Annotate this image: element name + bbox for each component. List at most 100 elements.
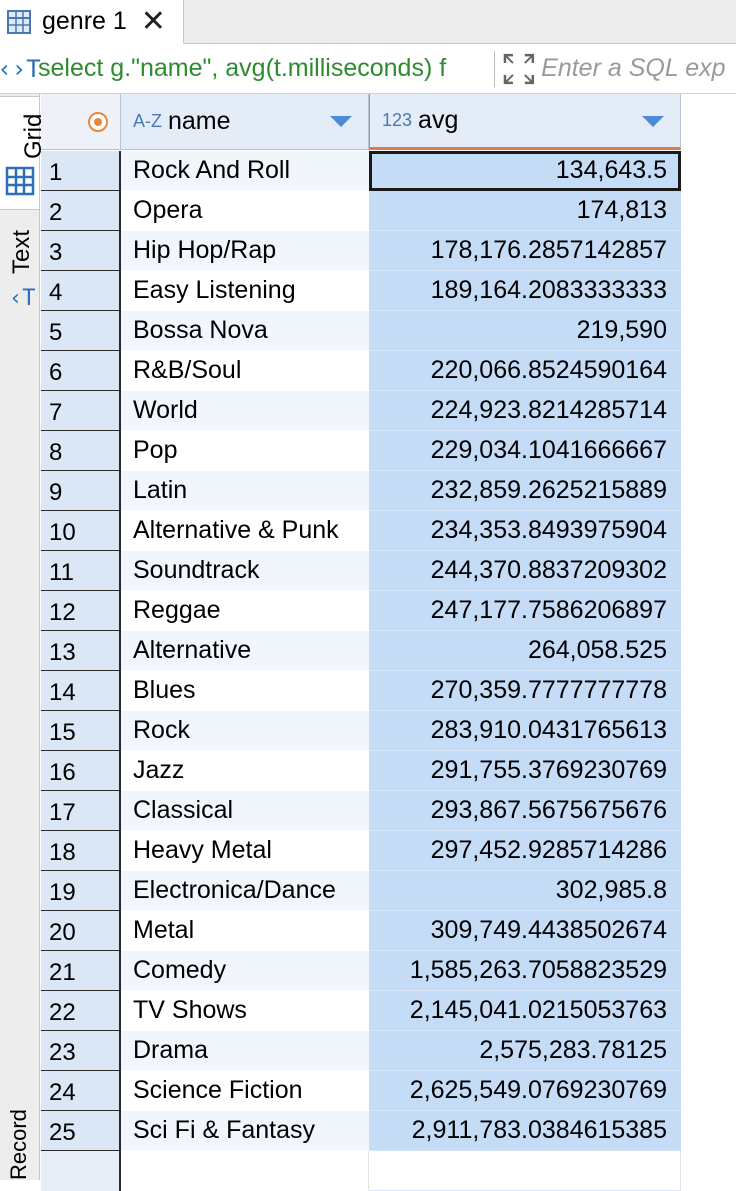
table-row[interactable]: 5 Bossa Nova 219,590 — [41, 311, 736, 351]
row-number[interactable]: 11 — [41, 551, 121, 591]
cell-name[interactable]: TV Shows — [121, 991, 369, 1031]
table-row[interactable]: 15 Rock 283,910.0431765613 — [41, 711, 736, 751]
row-number[interactable]: 2 — [41, 191, 121, 231]
row-number[interactable]: 20 — [41, 911, 121, 951]
row-number[interactable]: 10 — [41, 511, 121, 551]
row-number[interactable]: 4 — [41, 271, 121, 311]
table-row[interactable]: 13 Alternative 264,058.525 — [41, 631, 736, 671]
cell-name[interactable]: Jazz — [121, 751, 369, 791]
row-number[interactable]: 24 — [41, 1071, 121, 1111]
table-row[interactable]: 18 Heavy Metal 297,452.9285714286 — [41, 831, 736, 871]
close-icon[interactable]: ✕ — [140, 4, 166, 38]
cell-avg[interactable]: 264,058.525 — [369, 631, 681, 671]
cell-name[interactable]: Drama — [121, 1031, 369, 1071]
row-number[interactable]: 12 — [41, 591, 121, 631]
cell-avg[interactable]: 247,177.7586206897 — [369, 591, 681, 631]
row-number[interactable]: 16 — [41, 751, 121, 791]
cell-avg[interactable]: 189,164.2083333333 — [369, 271, 681, 311]
row-number[interactable]: 18 — [41, 831, 121, 871]
text-view-icon[interactable]: ‹T — [9, 286, 36, 311]
cell-avg[interactable]: 2,575,283.78125 — [369, 1031, 681, 1071]
table-row[interactable]: 10 Alternative & Punk 234,353.8493975904 — [41, 511, 736, 551]
cell-avg[interactable]: 2,625,549.0769230769 — [369, 1071, 681, 1111]
chevron-down-icon[interactable] — [330, 116, 352, 127]
table-row[interactable]: 19 Electronica/Dance 302,985.8 — [41, 871, 736, 911]
row-number[interactable]: 25 — [41, 1111, 121, 1151]
cell-name[interactable]: Classical — [121, 791, 369, 831]
row-number[interactable]: 7 — [41, 391, 121, 431]
cell-name[interactable]: Electronica/Dance — [121, 871, 369, 911]
cell-avg[interactable]: 229,034.1041666667 — [369, 431, 681, 471]
cell-avg[interactable]: 224,923.8214285714 — [369, 391, 681, 431]
cell-avg[interactable]: 302,985.8 — [369, 871, 681, 911]
grid-icon[interactable] — [5, 166, 35, 196]
cell-name[interactable]: Rock — [121, 711, 369, 751]
cell-name[interactable]: Science Fiction — [121, 1071, 369, 1111]
cell-avg[interactable]: 283,910.0431765613 — [369, 711, 681, 751]
row-number[interactable]: 1 — [41, 151, 121, 191]
cell-name[interactable]: Easy Listening — [121, 271, 369, 311]
cell-avg[interactable]: 270,359.7777777778 — [369, 671, 681, 711]
cell-name[interactable]: R&B/Soul — [121, 351, 369, 391]
cell-name[interactable]: Metal — [121, 911, 369, 951]
tab-genre-1[interactable]: genre 1 ✕ — [0, 0, 184, 44]
table-row[interactable]: 7 World 224,923.8214285714 — [41, 391, 736, 431]
table-row[interactable]: 14 Blues 270,359.7777777778 — [41, 671, 736, 711]
cell-name[interactable]: Sci Fi & Fantasy — [121, 1111, 369, 1151]
chevron-down-icon[interactable] — [642, 116, 664, 127]
table-row[interactable]: 23 Drama 2,575,283.78125 — [41, 1031, 736, 1071]
table-row[interactable]: 24 Science Fiction 2,625,549.0769230769 — [41, 1071, 736, 1111]
cell-avg[interactable]: 178,176.2857142857 — [369, 231, 681, 271]
table-row[interactable]: 8 Pop 229,034.1041666667 — [41, 431, 736, 471]
column-header-name[interactable]: A-Z name — [121, 94, 369, 150]
cell-avg[interactable]: 244,370.8837209302 — [369, 551, 681, 591]
cell-avg[interactable]: 220,066.8524590164 — [369, 351, 681, 391]
row-number[interactable]: 22 — [41, 991, 121, 1031]
cell-name[interactable]: Rock And Roll — [121, 151, 369, 191]
cell-avg[interactable]: 309,749.4438502674 — [369, 911, 681, 951]
cell-avg[interactable]: 2,911,783.0384615385 — [369, 1111, 681, 1151]
cell-name[interactable]: Heavy Metal — [121, 831, 369, 871]
table-row[interactable]: 6 R&B/Soul 220,066.8524590164 — [41, 351, 736, 391]
cell-name[interactable]: Reggae — [121, 591, 369, 631]
cell-avg[interactable]: 174,813 — [369, 191, 681, 231]
table-row[interactable]: 17 Classical 293,867.5675675676 — [41, 791, 736, 831]
row-number[interactable]: 5 — [41, 311, 121, 351]
cell-name[interactable]: Soundtrack — [121, 551, 369, 591]
cell-name[interactable]: Alternative — [121, 631, 369, 671]
table-row[interactable]: 9 Latin 232,859.2625215889 — [41, 471, 736, 511]
table-row[interactable]: 21 Comedy 1,585,263.7058823529 — [41, 951, 736, 991]
cell-avg[interactable]: 232,859.2625215889 — [369, 471, 681, 511]
table-row[interactable]: 12 Reggae 247,177.7586206897 — [41, 591, 736, 631]
table-row[interactable]: 2 Opera 174,813 — [41, 191, 736, 231]
cell-name[interactable]: Bossa Nova — [121, 311, 369, 351]
row-number[interactable]: 9 — [41, 471, 121, 511]
row-number[interactable]: 8 — [41, 431, 121, 471]
tab-text-label[interactable]: Text — [8, 229, 35, 274]
table-row[interactable]: 20 Metal 309,749.4438502674 — [41, 911, 736, 951]
cell-avg[interactable]: 293,867.5675675676 — [369, 791, 681, 831]
table-row[interactable]: 4 Easy Listening 189,164.2083333333 — [41, 271, 736, 311]
table-row[interactable]: 25 Sci Fi & Fantasy 2,911,783.0384615385 — [41, 1111, 736, 1151]
cell-name[interactable]: Comedy — [121, 951, 369, 991]
cell-name[interactable]: World — [121, 391, 369, 431]
cell-avg[interactable]: 219,590 — [369, 311, 681, 351]
row-number[interactable]: 15 — [41, 711, 121, 751]
table-row[interactable]: 16 Jazz 291,755.3769230769 — [41, 751, 736, 791]
table-row[interactable]: 11 Soundtrack 244,370.8837209302 — [41, 551, 736, 591]
row-number[interactable]: 21 — [41, 951, 121, 991]
column-header-avg[interactable]: 123 avg — [369, 94, 681, 150]
cell-name[interactable]: Blues — [121, 671, 369, 711]
table-row[interactable]: 1 Rock And Roll 134,643.5 — [41, 151, 736, 191]
cell-avg[interactable]: 134,643.5 — [369, 151, 681, 191]
cell-avg[interactable]: 2,145,041.0215053763 — [369, 991, 681, 1031]
cell-avg[interactable]: 234,353.8493975904 — [369, 511, 681, 551]
record-mode-icon[interactable] — [88, 112, 108, 132]
filter-input[interactable]: Enter a SQL exp — [541, 54, 726, 82]
cell-avg[interactable]: 1,585,263.7058823529 — [369, 951, 681, 991]
grid-corner-header[interactable] — [41, 94, 121, 150]
row-number[interactable]: 23 — [41, 1031, 121, 1071]
row-number[interactable]: 19 — [41, 871, 121, 911]
cell-avg[interactable]: 291,755.3769230769 — [369, 751, 681, 791]
cell-name[interactable]: Opera — [121, 191, 369, 231]
